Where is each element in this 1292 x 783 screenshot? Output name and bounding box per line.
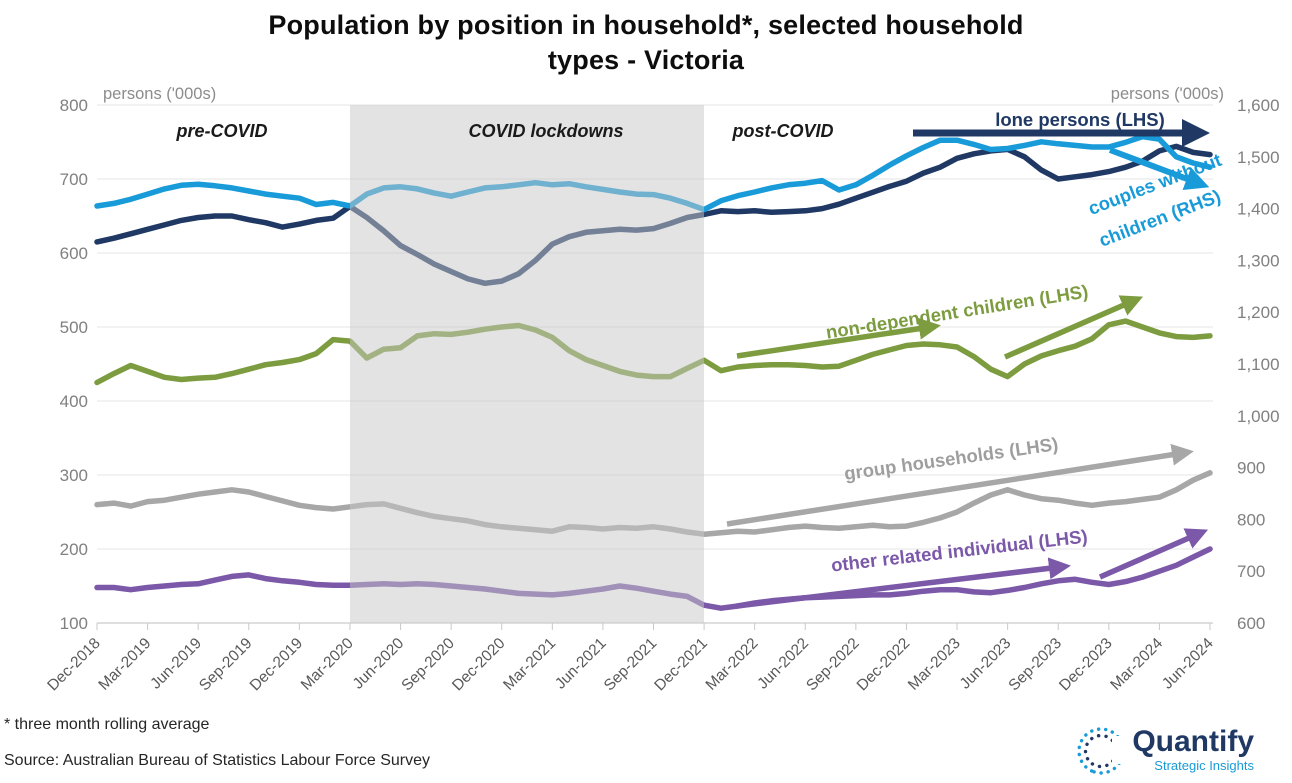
footnote-rolling-average: * three month rolling average [4, 716, 210, 733]
x-axis-tick-Sep-2023: Sep-2023 [1005, 635, 1065, 695]
right-axis-tick-1,500: 1,500 [1237, 148, 1280, 167]
right-axis-tick-900: 900 [1237, 459, 1265, 478]
right-axis-tick-1,200: 1,200 [1237, 303, 1280, 322]
zone-label-post-covid: post-COVID [732, 121, 834, 141]
x-axis-tick-Dec-2020: Dec-2020 [449, 635, 509, 695]
group-households-trend-arrow [726, 443, 1194, 527]
x-axis-tick-Dec-2022: Dec-2022 [854, 635, 914, 695]
page-title: Population by position in household*, se… [0, 8, 1292, 78]
left-axis-tick-800: 800 [60, 96, 88, 115]
left-axis-title: persons ('000s) [103, 85, 216, 103]
x-axis-tick-Dec-2023: Dec-2023 [1056, 635, 1116, 695]
x-axis-tick-Sep-2022: Sep-2022 [803, 635, 863, 695]
x-axis-tick-Sep-2021: Sep-2021 [601, 635, 661, 695]
x-axis-tick-Dec-2019: Dec-2019 [247, 635, 307, 695]
x-axis-tick-Mar-2021: Mar-2021 [500, 635, 559, 694]
x-axis-tick-Mar-2023: Mar-2023 [905, 635, 964, 694]
title-line-2: types - Victoria [547, 45, 745, 75]
left-axis-tick-200: 200 [60, 540, 88, 559]
right-axis-tick-700: 700 [1237, 562, 1265, 581]
non-dependent-children-trend-arrow-1 [736, 317, 941, 359]
right-axis-title: persons ('000s) [1111, 85, 1224, 103]
covid-lockdown-band [350, 105, 704, 623]
logo-name: Quantify [1132, 725, 1254, 758]
x-axis-tick-Sep-2019: Sep-2019 [196, 635, 256, 695]
other-related-individual-trend-arrow-2 [1098, 528, 1209, 580]
right-axis-tick-1,300: 1,300 [1237, 251, 1280, 270]
right-axis-tick-800: 800 [1237, 510, 1265, 529]
left-axis-tick-500: 500 [60, 318, 88, 337]
logo-tagline: Strategic Insights [1154, 758, 1254, 773]
x-axis-tick-Mar-2020: Mar-2020 [298, 635, 357, 694]
series-label-lone-persons: lone persons (LHS) [995, 109, 1165, 130]
right-axis-tick-1,400: 1,400 [1237, 200, 1280, 219]
x-axis-tick-Dec-2021: Dec-2021 [651, 635, 711, 695]
series-label-non-dependent-children: non-dependent children (LHS) [824, 280, 1089, 342]
x-axis-tick-Jun-2024: Jun-2024 [1159, 635, 1217, 693]
left-axis-tick-300: 300 [60, 466, 88, 485]
left-axis-tick-400: 400 [60, 392, 88, 411]
quantify-logo: Quantify Strategic Insights [1072, 720, 1254, 780]
right-axis-tick-1,100: 1,100 [1237, 355, 1280, 374]
zone-label-pre-covid: pre-COVID [175, 121, 267, 141]
right-axis-tick-1,600: 1,600 [1237, 96, 1280, 115]
left-axis-tick-100: 100 [60, 614, 88, 633]
title-line-1: Population by position in household*, se… [268, 10, 1024, 40]
left-axis-tick-700: 700 [60, 170, 88, 189]
x-axis-tick-Sep-2020: Sep-2020 [398, 635, 458, 695]
quantify-logo-icon [1077, 727, 1129, 775]
x-axis-tick-Dec-2018: Dec-2018 [44, 635, 104, 695]
quantify-logo-text: Quantify Strategic Insights [1132, 725, 1254, 774]
non-dependent-children-trend-arrow-2 [1003, 295, 1144, 360]
x-axis-tick-Mar-2019: Mar-2019 [95, 635, 154, 694]
x-axis-tick-Mar-2024: Mar-2024 [1107, 635, 1166, 694]
right-axis-tick-1,000: 1,000 [1237, 407, 1280, 426]
right-axis-tick-600: 600 [1237, 614, 1265, 633]
other-related-individual-trend-arrow-1 [736, 557, 1071, 609]
x-axis-tick-Mar-2022: Mar-2022 [703, 635, 762, 694]
left-axis-tick-600: 600 [60, 244, 88, 263]
footnote-source: Source: Australian Bureau of Statistics … [4, 752, 430, 769]
couples-trend-arrow [1108, 147, 1210, 191]
zone-label-covid-lockdowns: COVID lockdowns [468, 121, 623, 141]
